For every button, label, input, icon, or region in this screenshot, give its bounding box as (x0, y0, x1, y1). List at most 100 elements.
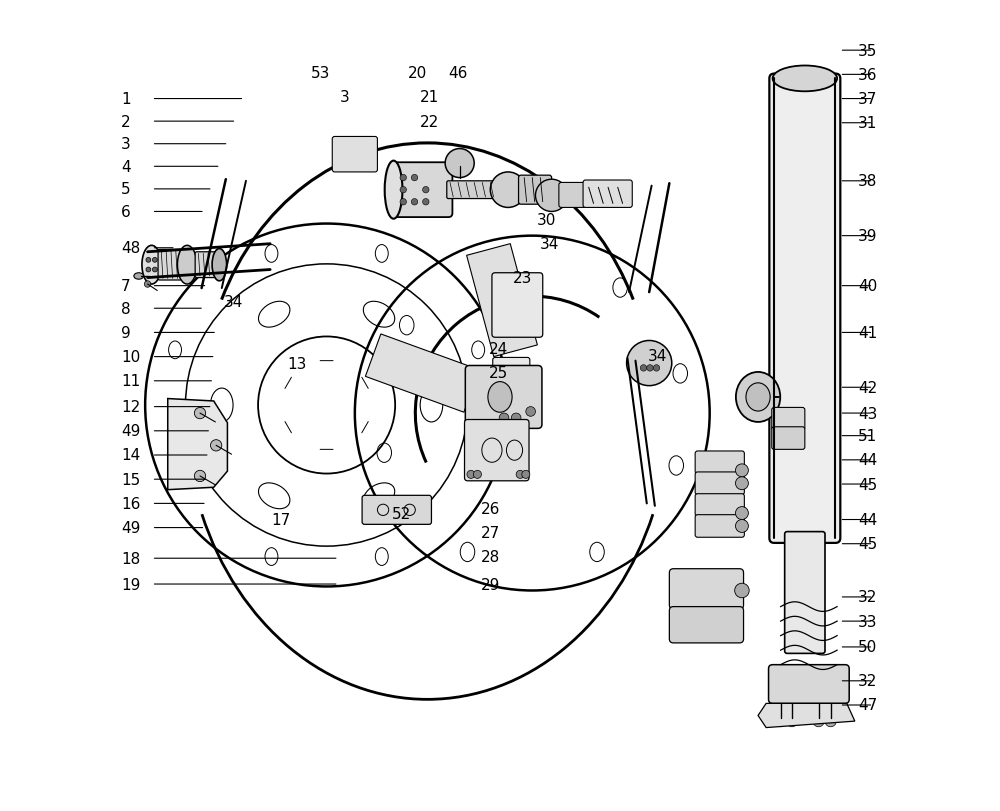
Circle shape (516, 470, 524, 478)
FancyBboxPatch shape (519, 176, 552, 205)
Text: 6: 6 (121, 204, 131, 220)
Text: 1: 1 (121, 92, 131, 107)
Circle shape (445, 149, 474, 178)
Ellipse shape (736, 372, 780, 423)
FancyBboxPatch shape (195, 252, 216, 278)
Text: 45: 45 (858, 477, 877, 492)
Ellipse shape (488, 382, 512, 413)
FancyBboxPatch shape (465, 420, 529, 481)
FancyBboxPatch shape (492, 273, 543, 338)
Text: 46: 46 (448, 67, 468, 81)
Text: 17: 17 (271, 513, 290, 527)
Circle shape (786, 715, 798, 727)
Text: 53: 53 (311, 67, 331, 81)
Text: 47: 47 (858, 697, 877, 713)
Text: 38: 38 (858, 174, 877, 189)
FancyBboxPatch shape (362, 496, 431, 525)
Text: 7: 7 (121, 279, 131, 294)
Text: 44: 44 (858, 513, 877, 527)
Circle shape (411, 175, 418, 182)
Text: 32: 32 (858, 673, 877, 689)
FancyBboxPatch shape (769, 665, 849, 703)
Text: 13: 13 (287, 356, 306, 371)
Circle shape (400, 200, 406, 206)
Circle shape (423, 187, 429, 194)
Circle shape (194, 408, 206, 419)
Text: 26: 26 (481, 501, 500, 516)
Text: 50: 50 (858, 640, 877, 654)
Text: 5: 5 (121, 182, 131, 197)
FancyBboxPatch shape (785, 532, 825, 654)
Text: 49: 49 (121, 521, 140, 535)
Circle shape (526, 407, 535, 417)
Text: 48: 48 (121, 241, 140, 256)
Circle shape (152, 258, 157, 263)
Text: 35: 35 (858, 44, 877, 58)
Ellipse shape (385, 161, 402, 220)
Polygon shape (467, 244, 537, 357)
Polygon shape (168, 399, 227, 490)
Text: 23: 23 (513, 271, 532, 285)
Circle shape (210, 440, 222, 452)
Text: 34: 34 (224, 295, 244, 310)
FancyBboxPatch shape (669, 607, 744, 643)
Text: 18: 18 (121, 551, 140, 566)
Text: 2: 2 (121, 114, 131, 130)
Circle shape (467, 470, 475, 478)
Circle shape (735, 583, 749, 598)
FancyBboxPatch shape (695, 452, 744, 474)
Circle shape (735, 507, 748, 520)
Text: 44: 44 (858, 453, 877, 468)
FancyBboxPatch shape (158, 250, 181, 281)
Circle shape (511, 414, 521, 423)
FancyBboxPatch shape (583, 181, 632, 208)
FancyBboxPatch shape (390, 163, 452, 218)
FancyBboxPatch shape (559, 183, 588, 208)
Circle shape (813, 715, 824, 727)
Circle shape (735, 520, 748, 533)
Circle shape (522, 470, 530, 478)
Text: 40: 40 (858, 279, 877, 294)
FancyBboxPatch shape (332, 137, 377, 173)
Text: 39: 39 (858, 229, 877, 244)
Circle shape (535, 180, 568, 212)
Text: 43: 43 (858, 406, 877, 421)
Ellipse shape (773, 67, 837, 92)
Text: 34: 34 (540, 237, 560, 252)
Circle shape (152, 268, 157, 272)
Text: 45: 45 (858, 537, 877, 551)
Circle shape (825, 715, 836, 727)
Text: 16: 16 (121, 496, 140, 511)
Text: 3: 3 (121, 137, 131, 152)
Text: 20: 20 (408, 67, 427, 81)
Text: 25: 25 (489, 366, 508, 381)
Ellipse shape (212, 249, 227, 281)
FancyBboxPatch shape (493, 358, 530, 385)
Circle shape (653, 365, 660, 371)
Ellipse shape (134, 273, 144, 280)
Polygon shape (365, 334, 479, 413)
Circle shape (411, 200, 418, 206)
Circle shape (775, 715, 786, 727)
Text: 10: 10 (121, 350, 140, 365)
Circle shape (490, 173, 526, 208)
Text: 27: 27 (481, 526, 500, 540)
FancyBboxPatch shape (695, 515, 744, 538)
Text: 42: 42 (858, 380, 877, 395)
Circle shape (735, 465, 748, 477)
Text: 3: 3 (340, 90, 350, 105)
Text: 8: 8 (121, 302, 131, 316)
Text: 41: 41 (858, 325, 877, 341)
Text: 12: 12 (121, 400, 140, 414)
Text: 21: 21 (419, 90, 439, 105)
FancyBboxPatch shape (465, 366, 542, 429)
Text: 37: 37 (858, 92, 877, 107)
Text: 9: 9 (121, 325, 131, 341)
Text: 11: 11 (121, 374, 140, 388)
FancyBboxPatch shape (695, 472, 744, 495)
FancyBboxPatch shape (669, 569, 744, 609)
Text: 4: 4 (121, 160, 131, 174)
Circle shape (423, 200, 429, 206)
Polygon shape (758, 703, 855, 727)
Circle shape (647, 365, 653, 371)
